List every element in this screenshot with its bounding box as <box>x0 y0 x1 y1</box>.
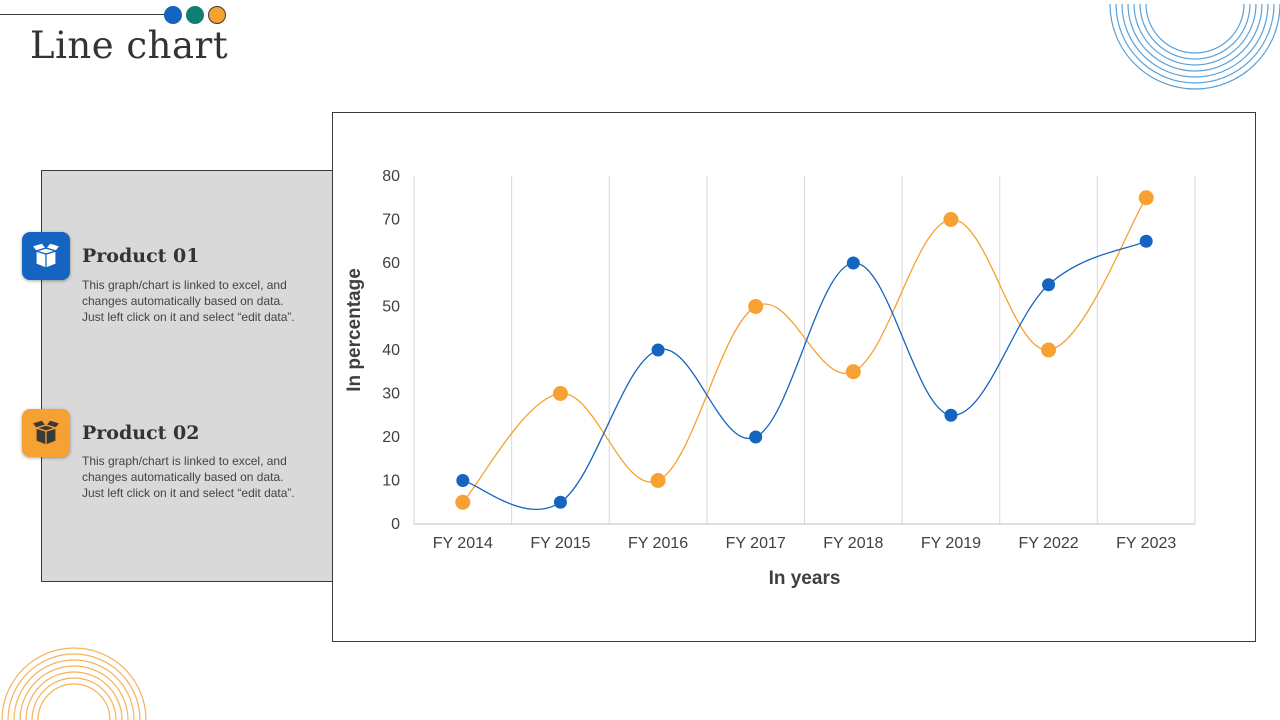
series-1-point <box>1139 234 1153 248</box>
series-2-point <box>748 299 764 314</box>
x-tick-label: FY 2014 <box>433 535 493 552</box>
concentric-arcs-bottom-decoration <box>1 647 147 720</box>
x-tick-label: FY 2023 <box>1116 535 1176 552</box>
chart-gridlines <box>413 176 1196 525</box>
x-tick-label: FY 2017 <box>726 535 786 552</box>
product-02-box-icon <box>22 409 70 457</box>
series-1-point <box>456 474 470 487</box>
series-1-point <box>944 408 958 422</box>
header-dot-orange <box>208 6 226 24</box>
header-dot-teal <box>186 6 204 24</box>
line-chart-svg: 0 10 20 30 40 50 60 70 80 FY 2014 FY 2015 FY 2016 FY… <box>344 168 1196 589</box>
y-axis-title: In percentage <box>344 268 365 392</box>
y-tick-label: 50 <box>382 299 400 316</box>
line-chart[interactable]: 0 10 20 30 40 50 60 70 80 FY 2014 FY 2015 FY 2016 FY… <box>332 112 1256 642</box>
y-tick-label: 30 <box>382 386 400 403</box>
y-tick-label: 20 <box>382 429 400 446</box>
x-tick-label: FY 2022 <box>1018 535 1078 552</box>
series-1-point <box>846 256 860 270</box>
x-tick-label: FY 2015 <box>530 535 590 552</box>
y-tick-label: 0 <box>391 516 400 533</box>
series-2-point <box>1138 190 1154 206</box>
y-tick-label: 40 <box>382 342 400 359</box>
x-tick-label: FY 2019 <box>921 535 981 552</box>
series-2-line <box>462 197 1147 503</box>
y-tick-label: 80 <box>382 168 400 185</box>
y-tick-label: 60 <box>382 255 400 272</box>
series-1-line <box>462 240 1147 510</box>
series-2-point <box>455 494 471 510</box>
series-2-point <box>943 212 959 227</box>
header-dot-blue <box>164 6 182 24</box>
page-title: Line chart <box>30 24 229 67</box>
product-01-description: This graph/chart is linked to excel, and… <box>82 278 295 324</box>
x-tick-label: FY 2016 <box>628 535 688 552</box>
product-01-box-icon <box>22 232 70 280</box>
y-tick-label: 10 <box>382 473 400 490</box>
y-tick-label: 70 <box>382 212 400 229</box>
series-1-point <box>749 430 763 444</box>
chart-series <box>455 190 1154 510</box>
product-02-title: Product 02 <box>82 422 200 444</box>
product-info-panel <box>41 170 333 582</box>
x-axis-title: In years <box>769 568 841 589</box>
series-2-point <box>845 364 861 380</box>
series-2-point <box>552 386 568 401</box>
series-1-point <box>1042 278 1056 292</box>
product-02-description: This graph/chart is linked to excel, and… <box>82 454 295 500</box>
chart-labels: 0 10 20 30 40 50 60 70 80 FY 2014 FY 2015 FY 2016 FY… <box>344 168 1176 589</box>
product-01-title: Product 01 <box>82 245 200 267</box>
x-tick-label: FY 2018 <box>823 535 883 552</box>
series-1-point <box>553 495 567 509</box>
series-2-point <box>1041 342 1057 358</box>
header-decoration-line <box>0 14 166 15</box>
series-2-point <box>650 473 666 488</box>
concentric-arcs-top-decoration <box>1109 3 1280 90</box>
series-1-point <box>651 343 665 357</box>
